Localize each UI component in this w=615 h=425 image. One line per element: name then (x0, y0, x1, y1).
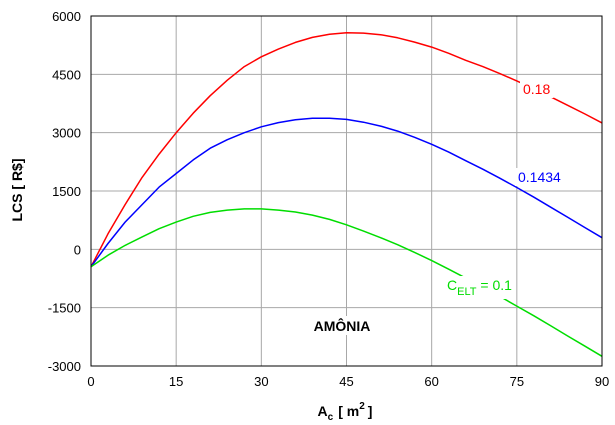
y-axis-label: LCS [ R$] (9, 159, 25, 222)
x-tick-label: 0 (87, 374, 94, 389)
y-tick-label: -1500 (48, 301, 81, 316)
y-tick-label: 3000 (52, 126, 81, 141)
x-axis-label: Ac [ m2] (318, 401, 373, 423)
series-label-celt-value: = 0.1 (476, 277, 512, 293)
x-tick-label: 15 (169, 374, 183, 389)
series-label-celt-subscript: ELT (457, 286, 477, 298)
y-tick-label: -3000 (48, 359, 81, 374)
y-tick-label: 1500 (52, 184, 81, 199)
x-tick-label: 30 (254, 374, 268, 389)
y-tick-label: 0 (74, 242, 81, 257)
x-axis-label-unit: [ m (338, 403, 359, 419)
x-axis-label-superscript: 2 (359, 401, 365, 412)
x-tick-label: 45 (339, 374, 353, 389)
x-axis-label-unit-close: ] (368, 403, 373, 419)
y-tick-label: 4500 (52, 67, 81, 82)
x-tick-label: 90 (595, 374, 609, 389)
x-axis-label-subscript: c (328, 412, 334, 423)
series-label-0.18: 0.18 (523, 81, 550, 97)
y-tick-label: 6000 (52, 9, 81, 24)
grid (91, 16, 602, 366)
series-label-celt-main: C (447, 277, 457, 293)
series-label-0.1434: 0.1434 (518, 169, 561, 185)
x-tick-label: 60 (424, 374, 438, 389)
x-tick-label: 75 (510, 374, 524, 389)
chart-annotation: AMÔNIA (314, 317, 371, 334)
x-axis-label-main: A (318, 403, 328, 419)
